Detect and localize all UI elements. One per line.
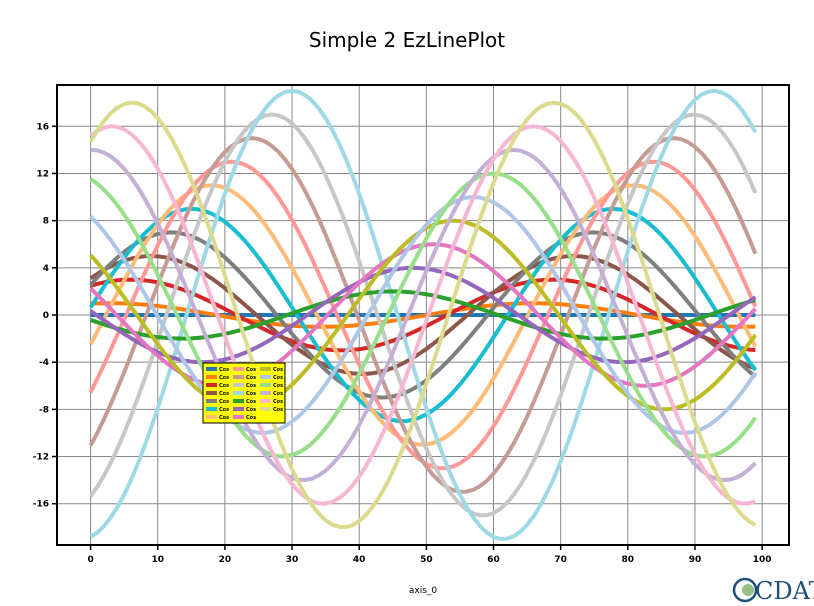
legend-label-2: Cos — [219, 383, 229, 389]
series-line-19 — [88, 100, 757, 530]
legend-swatch-16 — [260, 383, 271, 387]
y-tick-label--8: -8 — [39, 405, 49, 415]
legend-swatch-17 — [260, 391, 271, 395]
series-lines — [88, 88, 758, 541]
series-line-8 — [88, 136, 758, 494]
x-axis-label: axis_0 — [409, 586, 438, 596]
axis-ticks: 0 10 20 30 40 50 60 70 80 90 100 -16 -12 -8 -4 0 4 8 12 16 — [33, 122, 772, 565]
cdat-logo: CDAT — [732, 577, 814, 605]
x-tick-label-20: 20 — [219, 555, 232, 565]
legend-swatch-2 — [206, 383, 217, 387]
logo-globe-icon — [732, 577, 758, 603]
series-line-16 — [89, 171, 758, 459]
legend-label-15: Cos — [273, 375, 283, 381]
y-tick-label-0: 0 — [43, 311, 49, 321]
y-tick-label-8: 8 — [43, 217, 49, 227]
series-line-4 — [89, 230, 757, 400]
legend-swatch-11 — [233, 399, 244, 403]
legend-swatch-9 — [233, 383, 244, 387]
x-tick-label-10: 10 — [151, 555, 164, 565]
legend-label-13: Cos — [246, 415, 256, 421]
x-tick-label-0: 0 — [87, 555, 93, 565]
legend-label-10: Cos — [246, 391, 256, 397]
legend-label-7: Cos — [246, 367, 256, 373]
x-tick-label-100: 100 — [753, 555, 772, 565]
legend-label-3: Cos — [219, 391, 229, 397]
series-line-15 — [89, 195, 758, 435]
series-line-17 — [90, 147, 757, 482]
legend-label-4: Cos — [219, 399, 229, 405]
x-tick-label-30: 30 — [286, 555, 299, 565]
legend-swatch-1 — [206, 375, 217, 379]
legend-label-17: Cos — [273, 391, 283, 397]
legend-label-6: Cos — [219, 415, 229, 421]
legend-swatch-12 — [233, 407, 244, 411]
legend-swatch-18 — [260, 399, 271, 403]
y-tick-label--4: -4 — [39, 358, 49, 368]
x-tick-label-90: 90 — [689, 555, 702, 565]
legend-label-9: Cos — [246, 383, 256, 389]
legend-swatch-19 — [260, 407, 271, 411]
legend-swatch-10 — [233, 391, 244, 395]
y-tick-label-4: 4 — [43, 264, 49, 274]
legend-swatch-14 — [260, 367, 271, 371]
legend-swatch-13 — [233, 415, 244, 419]
x-tick-label-50: 50 — [420, 555, 433, 565]
y-tick-label-16: 16 — [36, 122, 49, 132]
legend-swatch-5 — [206, 407, 217, 411]
logo-text: CDAT — [755, 577, 814, 605]
legend-swatch-3 — [206, 391, 217, 395]
x-tick-label-70: 70 — [554, 555, 567, 565]
x-tick-label-40: 40 — [353, 555, 366, 565]
legend-label-14: Cos — [273, 367, 283, 373]
legend-swatch-4 — [206, 399, 217, 403]
legend-swatch-0 — [206, 367, 217, 371]
y-tick-label--16: -16 — [33, 500, 49, 510]
series-line-9 — [88, 112, 758, 518]
legend-label-19: Cos — [273, 407, 283, 413]
legend-swatch-8 — [233, 375, 244, 379]
legend-swatch-6 — [206, 415, 217, 419]
legend-label-18: Cos — [273, 399, 283, 405]
legend-label-0: Cos — [219, 367, 229, 373]
legend-swatch-15 — [260, 375, 271, 379]
legend-swatch-7 — [233, 367, 244, 371]
series-line-1 — [90, 301, 756, 329]
y-tick-label-12: 12 — [36, 169, 49, 179]
legend-label-16: Cos — [273, 383, 283, 389]
legend-label-8: Cos — [246, 375, 256, 381]
legend-label-12: Cos — [246, 407, 256, 413]
chart-title: Simple 2 EzLinePlot — [309, 28, 505, 52]
legend: Cos Cos Cos Cos Cos Cos Cos Cos Cos Cos Cos Cos Cos C… — [202, 362, 286, 424]
y-tick-label--12: -12 — [33, 453, 49, 463]
legend-label-11: Cos — [246, 399, 256, 405]
series-line-18 — [89, 124, 756, 506]
legend-label-1: Cos — [219, 375, 229, 381]
x-tick-label-60: 60 — [487, 555, 500, 565]
legend-label-5: Cos — [219, 407, 229, 413]
x-tick-label-80: 80 — [622, 555, 635, 565]
